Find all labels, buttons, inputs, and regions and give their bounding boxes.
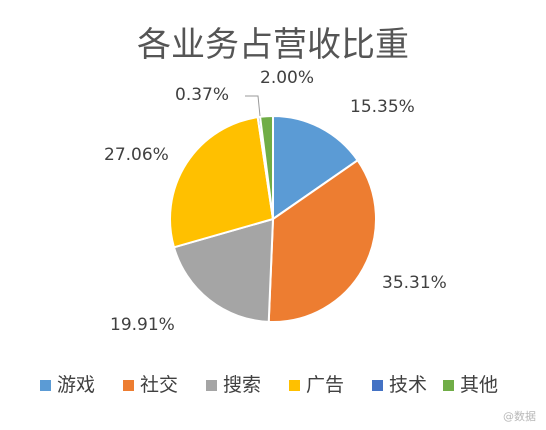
watermark: @数据 — [503, 410, 536, 423]
legend-label-3: 广告 — [306, 374, 344, 396]
legend-swatch-3 — [289, 380, 300, 391]
pie-slice-2 — [172, 217, 275, 323]
legend-label-4: 技术 — [389, 374, 427, 396]
legend-swatch-1 — [123, 380, 134, 391]
data-label-4: 0.37% — [175, 85, 229, 105]
legend-item-3: 广告 — [289, 374, 344, 396]
pie-slice-0 — [272, 114, 360, 221]
leader-line-tech — [245, 95, 261, 117]
legend-label-2: 搜索 — [223, 374, 261, 396]
legend-swatch-5 — [443, 380, 454, 391]
pie-slice-5 — [258, 114, 274, 220]
legend-item-2: 搜索 — [206, 374, 261, 396]
data-label-3: 27.06% — [104, 145, 169, 165]
legend-label-0: 游戏 — [57, 374, 95, 396]
legend-label-5: 其他 — [460, 374, 498, 396]
legend-item-5: 其他 — [443, 374, 498, 396]
data-label-2: 19.91% — [110, 315, 175, 335]
legend-swatch-2 — [206, 380, 217, 391]
legend-item-0: 游戏 — [40, 374, 95, 396]
legend-item-1: 社交 — [123, 374, 178, 396]
chart-title: 各业务占营收比重 — [137, 25, 409, 65]
data-label-5: 2.00% — [260, 68, 314, 88]
pie-slice-3 — [169, 116, 275, 249]
data-label-1: 35.31% — [382, 273, 447, 293]
legend-swatch-0 — [40, 380, 51, 391]
data-label-0: 15.35% — [350, 97, 415, 117]
legend-swatch-4 — [372, 380, 383, 391]
legend-item-4: 技术 — [372, 374, 427, 396]
legend-label-1: 社交 — [140, 374, 178, 396]
pie-slice-1 — [267, 158, 377, 323]
